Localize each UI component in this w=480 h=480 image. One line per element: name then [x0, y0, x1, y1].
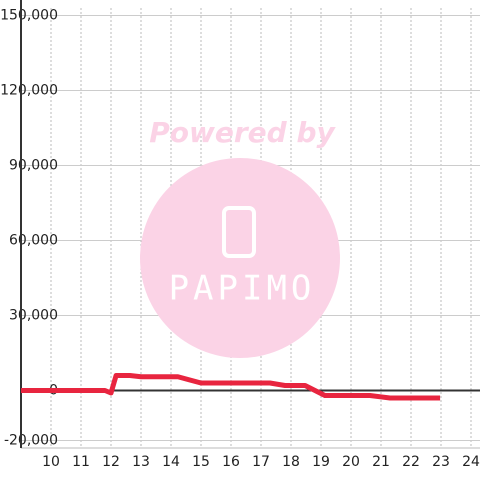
watermark: Powered by PAPIMO — [140, 116, 340, 358]
x-tick-label: 24 — [462, 454, 480, 470]
x-tick-label: 16 — [222, 454, 240, 470]
watermark-icon — [222, 206, 256, 258]
x-tick-label: 13 — [132, 454, 150, 470]
y-tick-label: 120,000 — [0, 83, 58, 99]
x-tick-label: 15 — [192, 454, 210, 470]
x-tick-label: 18 — [282, 454, 300, 470]
x-tick-label: 22 — [402, 454, 420, 470]
data-line — [21, 373, 441, 401]
y-tick-label: 90,000 — [9, 158, 58, 174]
watermark-logo: PAPIMO — [169, 269, 316, 309]
x-tick-label: 20 — [342, 454, 360, 470]
y-tick-label: 60,000 — [9, 233, 58, 249]
x-tick-label: 14 — [162, 454, 180, 470]
y-tick-label: 30,000 — [9, 308, 58, 324]
x-tick-label: 19 — [312, 454, 330, 470]
x-tick-label: 11 — [72, 454, 90, 470]
x-tick-label: 17 — [252, 454, 270, 470]
x-tick-label: 23 — [432, 454, 450, 470]
y-tick-label: -20,000 — [4, 433, 58, 449]
watermark-text: Powered by — [149, 116, 336, 149]
x-tick-label: 10 — [42, 454, 60, 470]
x-tick-label: 12 — [102, 454, 120, 470]
y-tick-label: 150,000 — [0, 8, 58, 24]
x-tick-label: 21 — [372, 454, 390, 470]
